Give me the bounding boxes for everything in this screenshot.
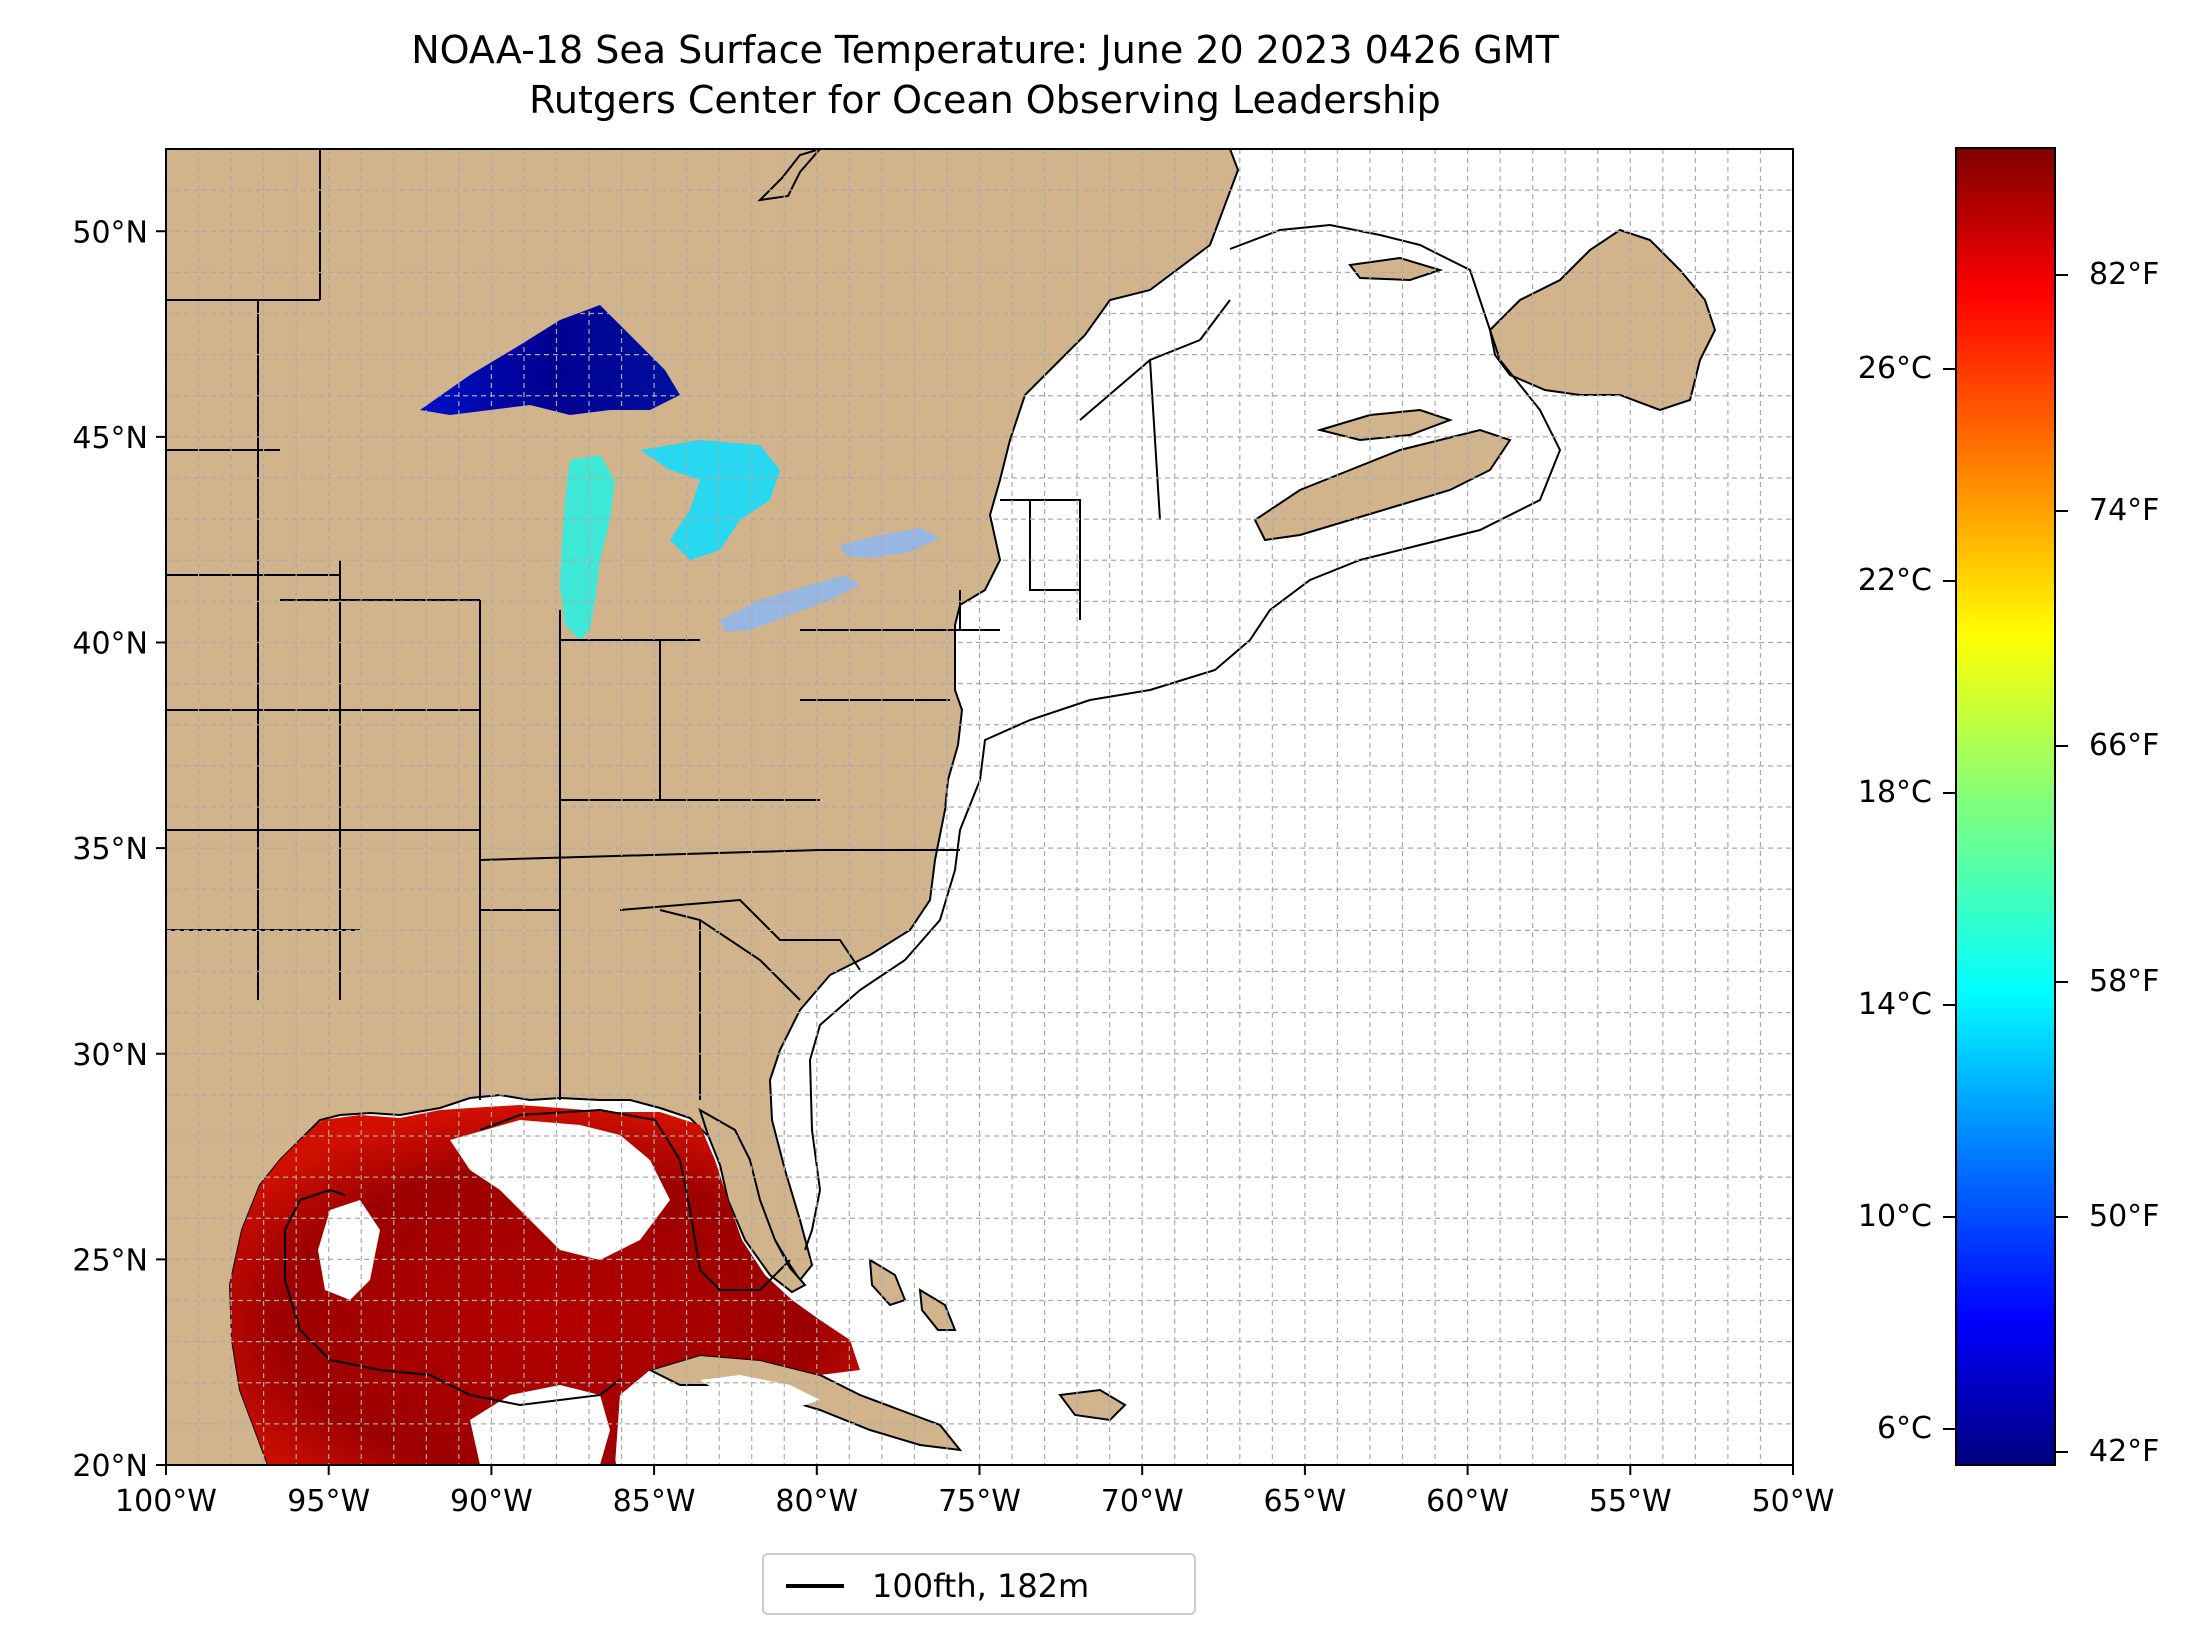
cloud-mask: [700, 1375, 820, 1410]
colorbar-tick: [1943, 1427, 1955, 1430]
colorbar-tick: [2056, 745, 2068, 748]
lat-tick-label: 20°N: [72, 1449, 148, 1484]
colorbar-celsius-label: 26°C: [1857, 351, 1932, 387]
land-newfoundland: [1488, 228, 1717, 412]
lon-tick-label: 85°W: [613, 1484, 696, 1519]
cloud-mask: [318, 1200, 380, 1300]
lon-tick-label: 100°W: [115, 1484, 217, 1519]
colorbar-tick: [2056, 980, 2068, 983]
lake-huron: [640, 440, 780, 560]
land-hispaniola: [1058, 1388, 1127, 1422]
lat-tick-label: 25°N: [72, 1243, 148, 1278]
lon-tick-label: 70°W: [1101, 1484, 1184, 1519]
legend-label: 100fth, 182m: [872, 1567, 1090, 1605]
colorbar-tick: [2056, 509, 2068, 512]
lat-tick-label: 30°N: [72, 1038, 148, 1073]
cloud-mask: [470, 1385, 610, 1465]
lake-ontario: [840, 528, 940, 558]
lon-tick-label: 65°W: [1263, 1484, 1346, 1519]
colorbar-fahrenheit-label: 66°F: [2089, 728, 2160, 764]
colorbar-fahrenheit-label: 82°F: [2089, 257, 2160, 293]
legend-line-swatch: [786, 1584, 844, 1588]
lake-superior: [420, 305, 680, 415]
lat-tick-label: 50°N: [72, 215, 148, 250]
colorbar-fahrenheit-label: 42°F: [2089, 1434, 2160, 1470]
lon-tick-label: 80°W: [775, 1484, 858, 1519]
chart-subtitle: Rutgers Center for Ocean Observing Leade…: [529, 78, 1441, 122]
colorbar-celsius-label: 22°C: [1857, 563, 1932, 599]
colorbar-celsius-label: 18°C: [1857, 775, 1932, 811]
lake-michigan: [560, 455, 615, 640]
lon-tick-label: 60°W: [1426, 1484, 1509, 1519]
colorbar-tick: [1943, 1216, 1955, 1219]
lat-tick-label: 45°N: [72, 421, 148, 456]
colorbar-celsius-label: 10°C: [1857, 1199, 1932, 1235]
lat-tick-label: 40°N: [72, 627, 148, 662]
lon-tick-label: 50°W: [1752, 1484, 1835, 1519]
isobath-100fth: [284, 1188, 621, 1407]
isobath-100fth: [804, 223, 1562, 1251]
isobath-100fth: [479, 1108, 791, 1291]
lake-erie: [720, 575, 860, 632]
colorbar-celsius-label: 14°C: [1857, 987, 1932, 1023]
lon-tick-label: 75°W: [938, 1484, 1021, 1519]
lat-tick-label: 35°N: [72, 832, 148, 867]
lon-tick-label: 55°W: [1589, 1484, 1672, 1519]
colorbar-fahrenheit-label: 58°F: [2089, 963, 2160, 999]
colorbar-tick: [2056, 1451, 2068, 1454]
graticule: [166, 149, 1793, 1465]
state-borders: [166, 149, 1231, 1100]
colorbar-tick: [1943, 580, 1955, 583]
colorbar-fahrenheit-label: 74°F: [2089, 492, 2160, 528]
colorbar-tick: [2056, 274, 2068, 277]
lat-axis: 20°N 25°N 30°N 35°N 40°N 45°N 50°N: [72, 215, 166, 1484]
lon-tick-label: 90°W: [450, 1484, 533, 1519]
colorbar: [1955, 147, 2056, 1466]
lon-axis: 100°W 95°W 90°W 85°W 80°W 75°W 70°W 65°W 60°W 55°…: [115, 1465, 1834, 1519]
colorbar-tick: [1943, 1004, 1955, 1007]
cloud-mask: [450, 1120, 670, 1260]
lon-tick-label: 95°W: [287, 1484, 370, 1519]
colorbar-tick: [2056, 1216, 2068, 1219]
legend: 100fth, 182m: [762, 1553, 1196, 1615]
colorbar-celsius-label: 6°C: [1876, 1410, 1932, 1446]
land-anticosti: [1348, 256, 1444, 282]
land-bahamas: [868, 1258, 907, 1307]
colorbar-tick: [1943, 792, 1955, 795]
colorbar-tick: [1943, 368, 1955, 371]
gulf-sst: [230, 1105, 860, 1465]
chart-title: NOAA-18 Sea Surface Temperature: June 20…: [411, 28, 1559, 72]
colorbar-fahrenheit-label: 50°F: [2089, 1199, 2160, 1235]
